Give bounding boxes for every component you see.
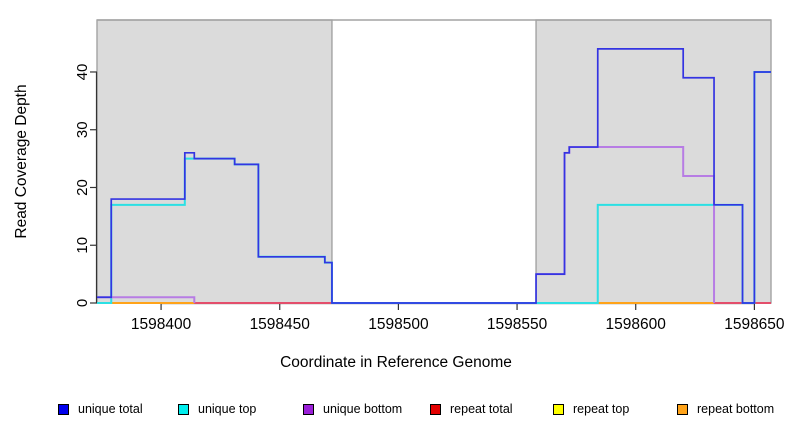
series-unique-total [97,48,771,304]
y-tick-label: 20 [74,179,91,196]
x-tick-label: 1598500 [368,316,429,333]
legend-item-unique-bottom: unique bottom [303,399,402,419]
unique-top-swatch-icon [178,403,189,415]
chart-canvas: 0 10 20 30 40 1598400 1598450 1598500 1598550 159… [13,19,785,371]
x-tick-label: 1598550 [487,316,548,333]
chart-legend: unique total unique top unique bottom re… [0,399,792,423]
legend-label: unique total [78,402,143,416]
legend-item-unique-top: unique top [178,399,256,419]
y-tick-label: 0 [74,299,91,307]
repeat-total-swatch-icon [430,403,441,415]
legend-item-unique-total: unique total [58,399,143,419]
y-axis-title: Read Coverage Depth [13,84,30,238]
legend-item-repeat-total: repeat total [430,399,513,419]
legend-label: unique top [198,402,257,416]
legend-label: repeat total [450,402,513,416]
unique-total-swatch-icon [58,403,69,415]
x-tick-label: 1598450 [250,316,311,333]
repeat-bottom-swatch-icon [677,403,688,415]
y-tick-label: 40 [74,64,91,81]
x-tick-label: 1598650 [724,316,785,333]
series-unique-bottom [97,296,196,303]
x-tick-label: 1598400 [131,316,192,333]
legend-item-repeat-top: repeat top [553,399,629,419]
x-axis-title: Coordinate in Reference Genome [280,354,512,371]
repeat-top-swatch-icon [553,403,564,415]
unique-bottom-swatch-icon [303,403,314,415]
legend-item-repeat-bottom: repeat bottom [677,399,774,419]
legend-label: unique bottom [323,402,403,416]
legend-label: repeat top [573,402,630,416]
masked-region [96,19,333,304]
y-tick-label: 30 [74,121,91,138]
y-tick-label: 10 [74,237,91,254]
legend-label: repeat bottom [697,402,775,416]
x-tick-label: 1598600 [606,316,667,333]
masked-region [535,19,772,304]
